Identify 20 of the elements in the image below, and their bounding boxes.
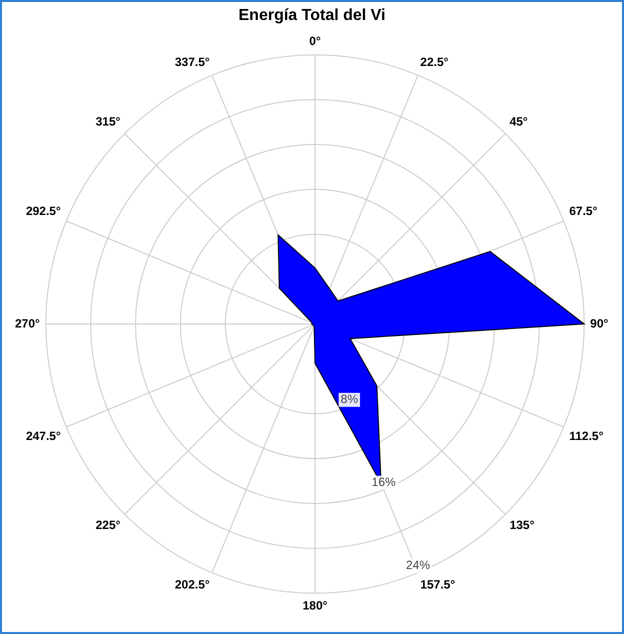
spoke-label: 315°: [96, 114, 121, 129]
spoke-label: 90°: [590, 316, 609, 330]
spoke-label: 247.5°: [26, 428, 61, 443]
y-tick-label: 8%: [340, 392, 358, 406]
spoke-label: 270°: [14, 316, 40, 330]
spoke-label: 202.5°: [174, 578, 210, 592]
chart-title: Energía Total del Vi: [238, 7, 386, 24]
spoke-label: 225°: [96, 518, 121, 532]
y-tick-label: 16%: [372, 475, 396, 490]
spoke-label: 180°: [302, 598, 328, 613]
spoke-label: 292.5°: [26, 204, 61, 218]
spoke-label: 22.5°: [420, 54, 449, 69]
spoke-label: 135°: [510, 518, 535, 532]
spoke-label: 0°: [309, 34, 321, 48]
y-tick-label: 24%: [406, 558, 430, 572]
spoke-label: 157.5°: [420, 578, 456, 592]
spoke-label: 67.5°: [569, 204, 598, 218]
spoke-label: 112.5°: [569, 428, 604, 443]
spoke-label: 337.5°: [174, 54, 210, 69]
spoke-label: 45°: [510, 114, 528, 129]
